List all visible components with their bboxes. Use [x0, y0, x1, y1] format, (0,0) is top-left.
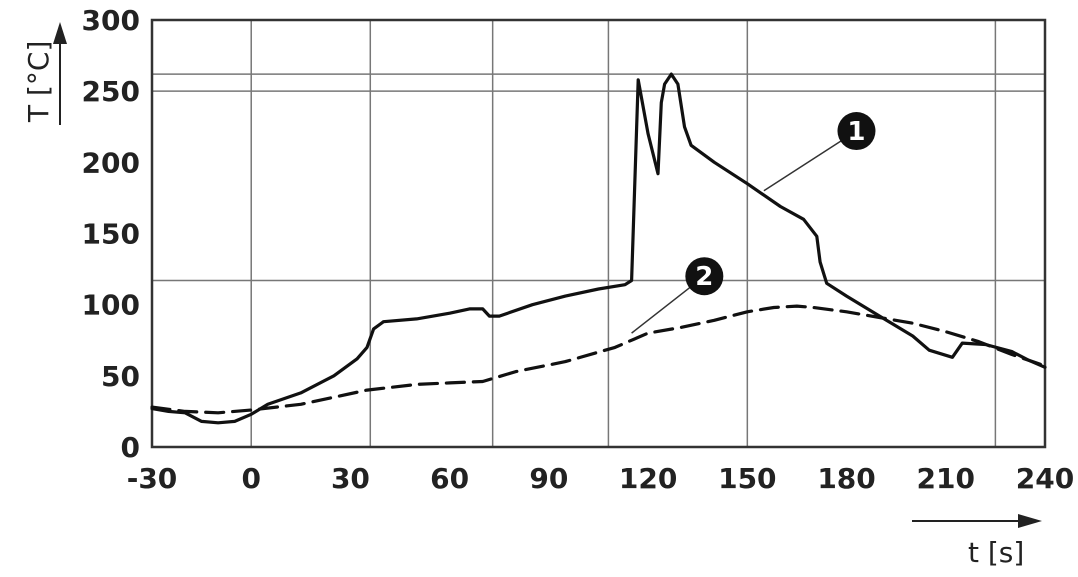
y-axis-arrow-head — [53, 22, 67, 44]
x-tick-label: 60 — [430, 462, 469, 495]
marker-1-circle — [837, 112, 876, 151]
x-axis-label: t [s] — [968, 536, 1024, 569]
x-tick-label: 0 — [241, 462, 260, 495]
y-tick-labels: 0 50 100 150 200 250 300 — [82, 4, 140, 464]
x-tick-label: 30 — [331, 462, 370, 495]
gridlines — [152, 20, 1045, 447]
series-2-line — [150, 304, 1047, 415]
y-tick-label: 100 — [82, 289, 140, 322]
series-markers: 12 — [631, 112, 876, 334]
x-tick-label: -30 — [127, 462, 178, 495]
data-series — [150, 72, 1047, 425]
y-axis-label: T [°C] — [22, 41, 55, 123]
x-tick-labels: -30 0 30 60 90 120 150 180 210 240 — [127, 462, 1075, 495]
x-tick-label: 150 — [718, 462, 776, 495]
x-tick-label: 90 — [529, 462, 568, 495]
series-1-line — [150, 72, 1047, 425]
plot-frame — [150, 18, 1047, 449]
y-tick-label: 50 — [101, 360, 140, 393]
y-axis-label-group: T [°C] — [22, 22, 67, 125]
y-tick-label: 300 — [82, 4, 140, 37]
y-tick-label: 0 — [121, 431, 140, 464]
x-tick-label: 210 — [917, 462, 975, 495]
y-tick-label: 250 — [82, 75, 140, 108]
x-axis-label-group: t [s] — [912, 514, 1042, 569]
x-axis-arrow-head — [1018, 514, 1042, 528]
plot-border — [150, 18, 1047, 449]
x-tick-label: 240 — [1016, 462, 1074, 495]
y-tick-label: 150 — [82, 218, 140, 251]
marker-2-label: 2 — [695, 262, 713, 292]
y-tick-label: 200 — [82, 146, 140, 179]
x-tick-label: 120 — [619, 462, 677, 495]
marker-2-circle — [685, 257, 724, 296]
marker-1-label: 1 — [847, 117, 865, 147]
x-tick-label: 180 — [817, 462, 875, 495]
